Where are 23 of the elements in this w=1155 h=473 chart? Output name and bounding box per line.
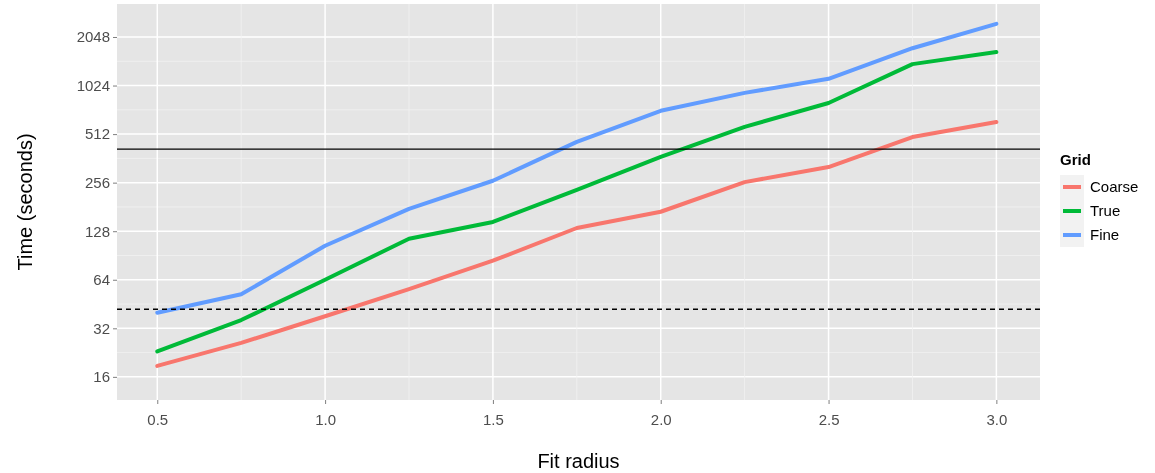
y-tick-label: 1024 [76, 76, 110, 94]
line-series [155, 119, 999, 368]
legend-label: True [1090, 202, 1121, 219]
x-tick-label: 0.5 [147, 411, 169, 428]
line-series [155, 21, 999, 315]
y-tick-label: 16 [93, 368, 110, 386]
x-axis-title: Fit radius [537, 450, 620, 472]
legend-label: Coarse [1090, 178, 1139, 195]
legend-title: Grid [1060, 151, 1091, 168]
legend-label: Fine [1090, 226, 1120, 243]
x-tick-label: 2.0 [650, 411, 672, 428]
y-tick-label: 64 [93, 271, 110, 289]
x-tick-label: 2.5 [818, 411, 840, 428]
y-tick-label: 128 [84, 222, 110, 240]
y-tick-label: 256 [84, 173, 110, 191]
y-tick-label: 512 [84, 125, 110, 143]
x-tick-label: 1.5 [482, 411, 504, 428]
x-tick-label: 1.0 [315, 411, 337, 428]
x-tick-label: 3.0 [986, 411, 1008, 428]
y-tick-label: 2048 [76, 28, 110, 46]
y-tick-label: 32 [93, 319, 110, 337]
y-axis-title: Time (seconds) [14, 133, 36, 271]
line-series [155, 50, 999, 354]
